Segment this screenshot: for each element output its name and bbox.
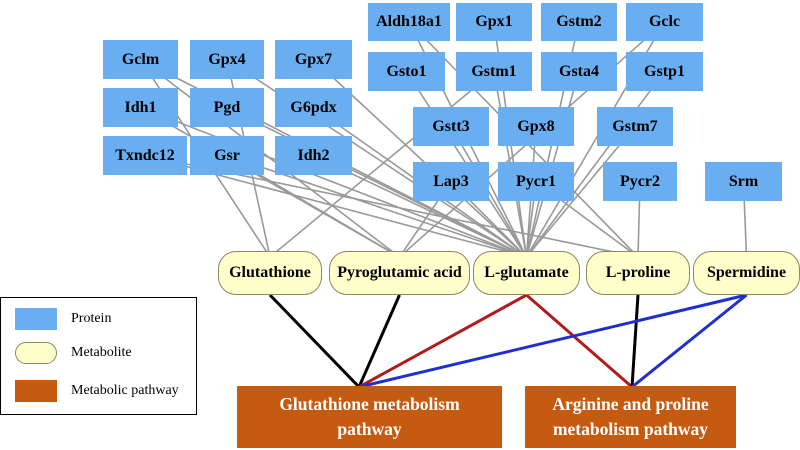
- protein-swatch: [15, 308, 57, 330]
- pathway-label-line2: pathway: [337, 419, 402, 439]
- pathway-label-line1: Glutathione metabolism: [279, 394, 460, 414]
- protein-node-gstm2: Gstm2: [541, 3, 617, 41]
- protein-node-gsto1: Gsto1: [368, 52, 445, 91]
- legend-label: Metabolite: [71, 345, 132, 360]
- pathway-swatch: [15, 380, 57, 402]
- protein-metabolite-edge: [269, 70, 495, 258]
- metabolite-node-pyroglutamic: Pyroglutamic acid: [329, 251, 470, 295]
- pathway-label-line2: metabolism pathway: [552, 419, 709, 439]
- protein-node-aldh18a1: Aldh18a1: [368, 3, 450, 41]
- protein-node-gpx4: Gpx4: [190, 40, 264, 79]
- protein-node-gpx7: Gpx7: [275, 40, 352, 79]
- protein-node-idh2: Idh2: [275, 136, 352, 175]
- protein-metabolite-edge: [525, 71, 666, 258]
- metabolite-pathway-edge: [630, 294, 640, 388]
- metabolite-pathway-edge: [357, 294, 401, 388]
- protein-node-gstp1: Gstp1: [626, 52, 703, 91]
- protein-node-gclm: Gclm: [103, 40, 178, 79]
- protein-node-gpx1: Gpx1: [456, 3, 532, 41]
- legend-item-protein: Protein: [15, 308, 111, 330]
- legend-label: Protein: [71, 311, 112, 326]
- protein-node-gsr: Gsr: [190, 136, 264, 175]
- protein-node-srm: Srm: [705, 162, 782, 201]
- protein-metabolite-edge: [525, 125, 636, 258]
- pathway-label-line1: Arginine and proline: [552, 394, 709, 414]
- protein-metabolite-edge: [226, 106, 527, 258]
- legend: Protein Metabolite Metabolic pathway: [0, 297, 197, 415]
- protein-node-gstt3: Gstt3: [413, 107, 489, 146]
- protein-node-g6pdx: G6pdx: [275, 88, 352, 127]
- protein-node-pycr2: Pycr2: [603, 162, 677, 201]
- legend-item-metabolite: Metabolite: [15, 342, 132, 364]
- metabolite-pathway-edge: [358, 293, 528, 389]
- metabolite-pathway-edge: [525, 293, 633, 389]
- protein-node-gsta4: Gsta4: [541, 52, 617, 91]
- metabolite-node-lglutamate: L-glutamate: [473, 251, 580, 295]
- protein-node-gclc: Gclc: [626, 3, 703, 41]
- protein-metabolite-edge: [140, 106, 527, 258]
- pathway-node-glutathione_pathway: Glutathione metabolism pathway: [237, 386, 502, 448]
- protein-node-pgd: Pgd: [190, 88, 264, 127]
- metabolite-node-lproline: L-proline: [586, 251, 690, 295]
- protein-node-pycr1: Pycr1: [498, 162, 574, 201]
- protein-node-gpx8: Gpx8: [498, 107, 574, 146]
- protein-node-txndc12: Txndc12: [103, 136, 187, 175]
- metabolite-node-spermidine: Spermidine: [693, 251, 800, 295]
- metabolite-node-glutathione: Glutathione: [218, 251, 322, 295]
- metabolite-swatch: [15, 342, 57, 364]
- protein-node-lap3: Lap3: [413, 162, 489, 201]
- legend-item-pathway: Metabolic pathway: [15, 380, 179, 402]
- protein-node-gstm7: Gstm7: [597, 107, 673, 146]
- metabolite-pathway-edge: [358, 293, 747, 389]
- metabolite-pathway-edge: [268, 293, 361, 389]
- protein-node-idh1: Idh1: [103, 88, 178, 127]
- protein-metabolite-edge: [140, 58, 400, 258]
- pathway-node-arginine_pathway: Arginine and proline metabolism pathway: [525, 386, 736, 448]
- metabolite-pathway-edge: [631, 293, 748, 389]
- protein-node-gstm1: Gstm1: [456, 52, 532, 91]
- legend-label: Metabolic pathway: [71, 383, 179, 398]
